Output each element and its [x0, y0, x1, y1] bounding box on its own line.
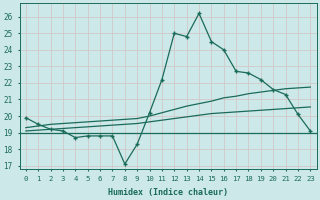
X-axis label: Humidex (Indice chaleur): Humidex (Indice chaleur)	[108, 188, 228, 197]
